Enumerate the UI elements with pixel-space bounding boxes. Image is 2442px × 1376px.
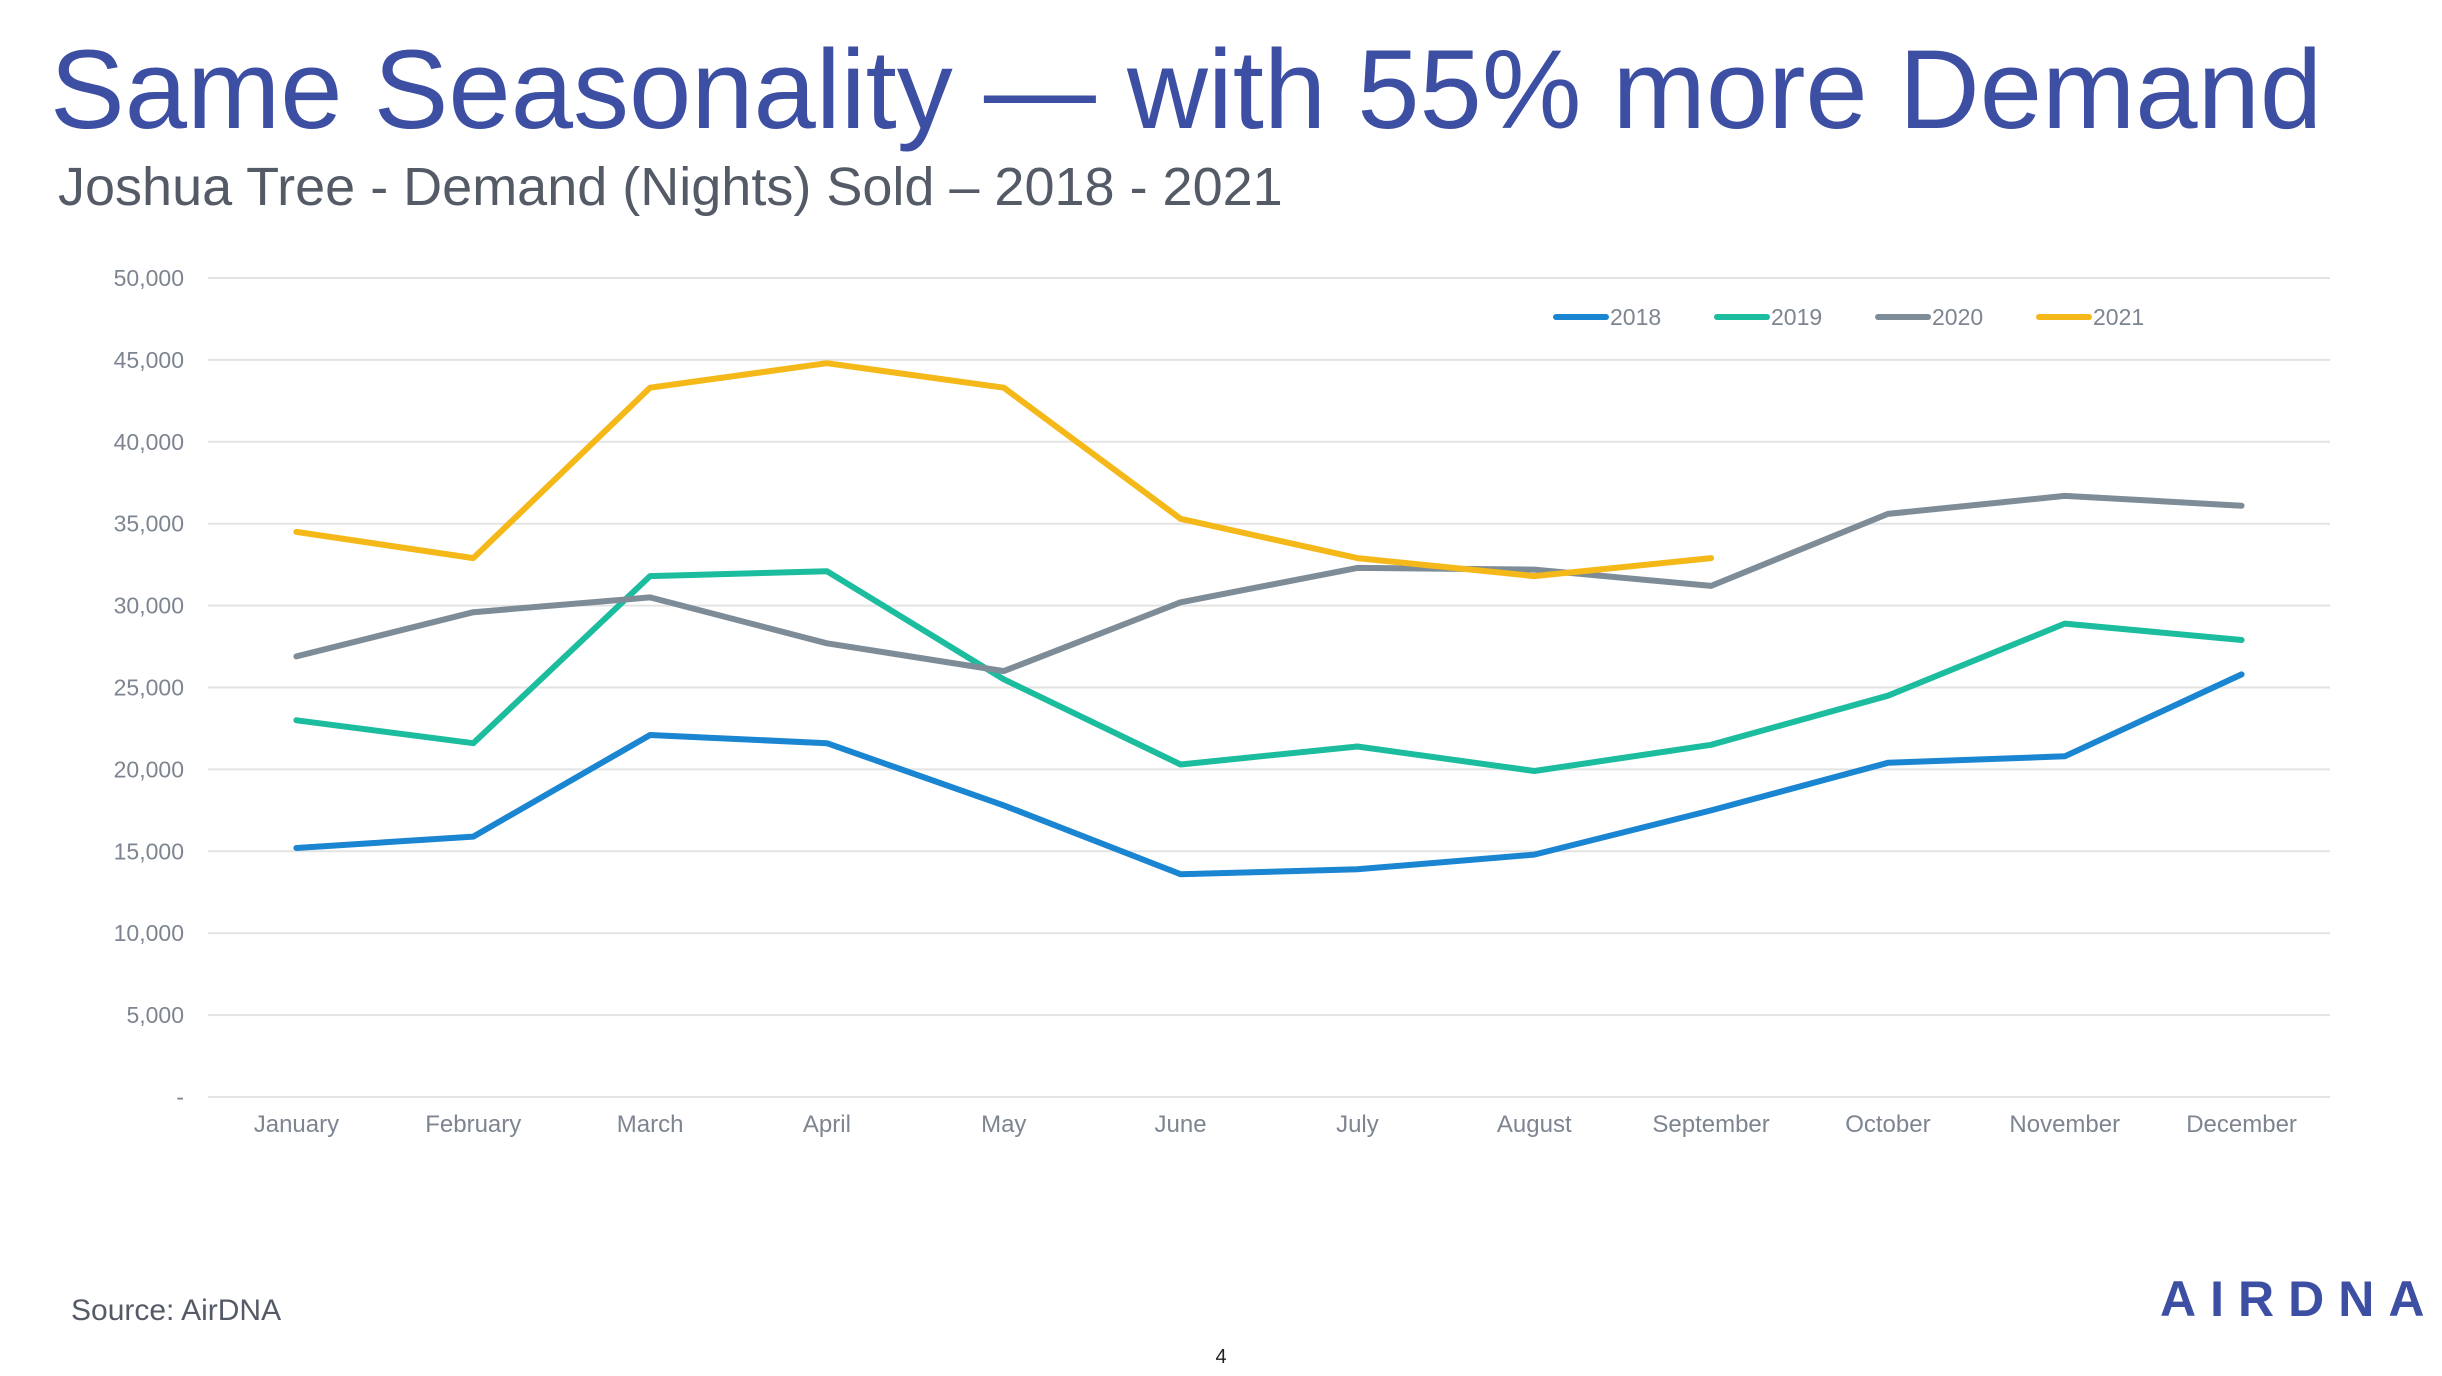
page-number: 4 [1215, 1346, 1227, 1368]
x-tick-label: January [254, 1111, 339, 1138]
y-tick-label: 45,000 [114, 347, 184, 373]
x-tick-label: December [2186, 1111, 2297, 1138]
x-tick-label: April [803, 1111, 851, 1138]
y-tick-label: 50,000 [114, 265, 184, 291]
y-tick-label: 35,000 [114, 511, 184, 537]
y-tick-label: - [176, 1084, 184, 1110]
x-tick-label: February [425, 1111, 521, 1138]
y-tick-label: 5,000 [126, 1002, 184, 1028]
legend-label-2018: 2018 [1610, 304, 1661, 330]
series-line-2019 [293, 568, 2245, 774]
y-axis-ticks: - 5,000 10,000 15,000 20,000 25,000 30,000 35,0… [114, 265, 184, 1110]
y-tick-label: 40,000 [114, 429, 184, 455]
x-tick-label: July [1336, 1111, 1379, 1138]
x-tick-label: November [2009, 1111, 2120, 1138]
x-tick-label: October [1845, 1111, 1930, 1138]
demand-line-chart: - 5,000 10,000 15,000 20,000 25,000 30,000 35,0… [114, 265, 2330, 1138]
source-note: Source: AirDNA [71, 1294, 282, 1327]
legend-label-2020: 2020 [1932, 304, 1983, 330]
series-line-2020 [293, 492, 2245, 675]
y-tick-label: 10,000 [114, 920, 184, 946]
x-tick-label: May [981, 1111, 1026, 1138]
slide-title: Same Seasonality — with 55% more Demand [50, 27, 2323, 152]
y-tick-label: 15,000 [114, 838, 184, 864]
x-tick-label: March [617, 1111, 684, 1138]
y-tick-label: 25,000 [114, 675, 184, 701]
airdna-logo: AIRDNA [2160, 1271, 2439, 1327]
x-tick-label: June [1155, 1111, 1207, 1138]
legend: 2018 2019 2020 2021 [1553, 304, 2144, 330]
x-axis-ticks: January February March April May June July Augu… [254, 1111, 2297, 1138]
series-line-2021 [293, 360, 1715, 580]
y-tick-label: 30,000 [114, 593, 184, 619]
legend-label-2021: 2021 [2093, 304, 2144, 330]
series-line-2018 [293, 671, 2245, 878]
legend-label-2019: 2019 [1771, 304, 1822, 330]
series-lines [293, 360, 2245, 878]
chart-subtitle: Joshua Tree - Demand (Nights) Sold – 201… [58, 157, 1283, 217]
x-tick-label: August [1497, 1111, 1572, 1138]
y-tick-label: 20,000 [114, 756, 184, 782]
gridlines [208, 277, 2330, 1098]
x-tick-label: September [1652, 1111, 1769, 1138]
